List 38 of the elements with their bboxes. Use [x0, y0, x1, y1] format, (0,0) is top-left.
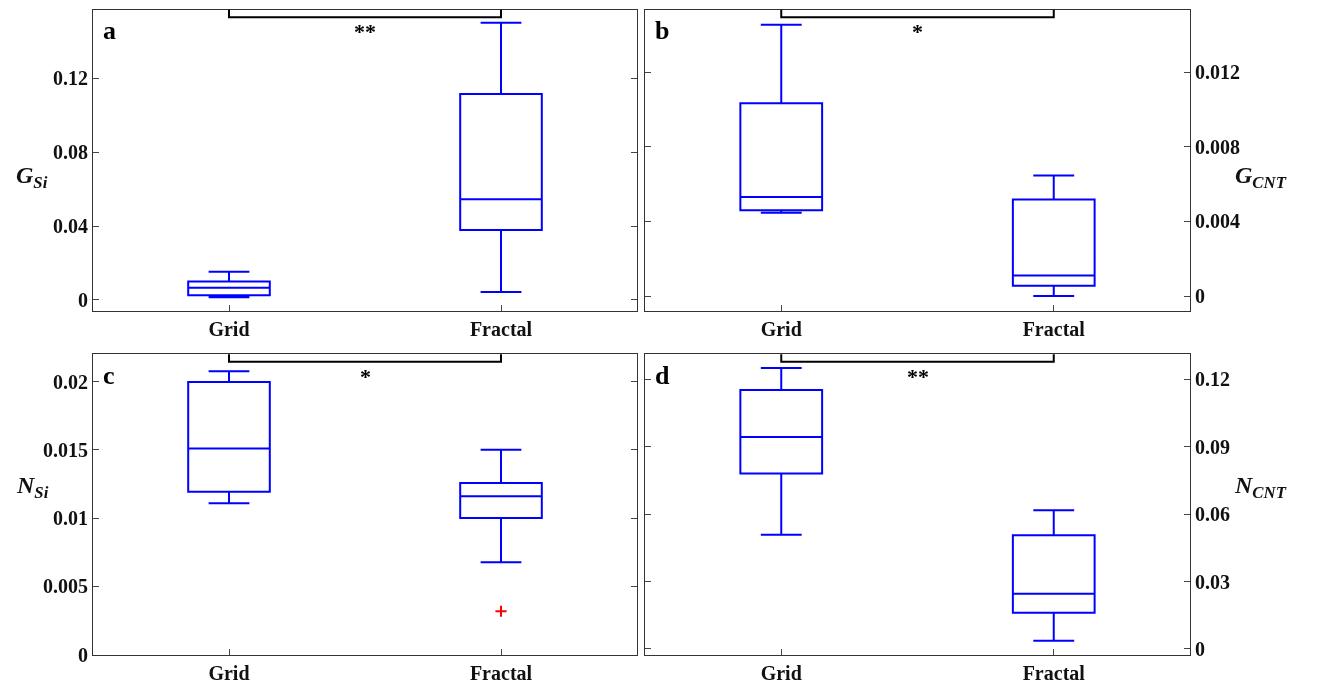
- y2-tick-label: 0: [1195, 285, 1205, 308]
- y-tick-label: 0.01: [53, 507, 88, 530]
- x-tick-label: Grid: [208, 318, 250, 341]
- y-tick-label: 0.08: [53, 141, 88, 164]
- y2-tick-label: 0.004: [1195, 210, 1240, 233]
- y-tick-label: 0: [78, 643, 88, 666]
- annotation: **: [354, 19, 376, 44]
- x-tick-label: Grid: [760, 661, 802, 684]
- x-tick-label: Grid: [208, 661, 250, 684]
- annotation: b: [655, 16, 670, 45]
- y-tick-label: 0: [78, 288, 88, 311]
- x-tick-label: Fractal: [469, 318, 533, 341]
- y2-tick-label: 0.09: [1195, 435, 1230, 458]
- annotation: *: [360, 364, 371, 389]
- y2-tick-label: 0.12: [1195, 368, 1230, 391]
- annotation: **: [907, 364, 929, 389]
- x-tick-label: Fractal: [469, 661, 533, 684]
- y-tick-label: 0.015: [43, 438, 88, 461]
- annotation: c: [103, 361, 115, 390]
- y2-tick-label: 0.06: [1195, 503, 1230, 526]
- y-axis-title: G$_{Si}$: [16, 162, 48, 193]
- x-tick-label: Fractal: [1022, 661, 1086, 684]
- y-tick-label: 0.12: [53, 67, 88, 90]
- y2-tick-label: 0.012: [1195, 61, 1240, 84]
- y2-tick-label: 0.03: [1195, 570, 1230, 593]
- y-tick-label: 0.005: [43, 575, 88, 598]
- annotation: d: [655, 361, 670, 390]
- y-axis-title: N$_{Si}$: [16, 472, 49, 503]
- y2-tick-label: 0.008: [1195, 135, 1240, 158]
- x-tick-label: Grid: [760, 318, 802, 341]
- y-tick-label: 0.02: [53, 370, 88, 393]
- y-tick-label: 0.04: [53, 215, 88, 238]
- y2-axis-title: N$_{CNT}$: [1234, 472, 1287, 503]
- annotation: *: [912, 19, 923, 44]
- y2-axis-title: G$_{CNT}$: [1235, 162, 1287, 193]
- y2-tick-label: 0: [1195, 637, 1205, 660]
- annotation: a: [103, 16, 116, 45]
- x-tick-label: Fractal: [1022, 318, 1086, 341]
